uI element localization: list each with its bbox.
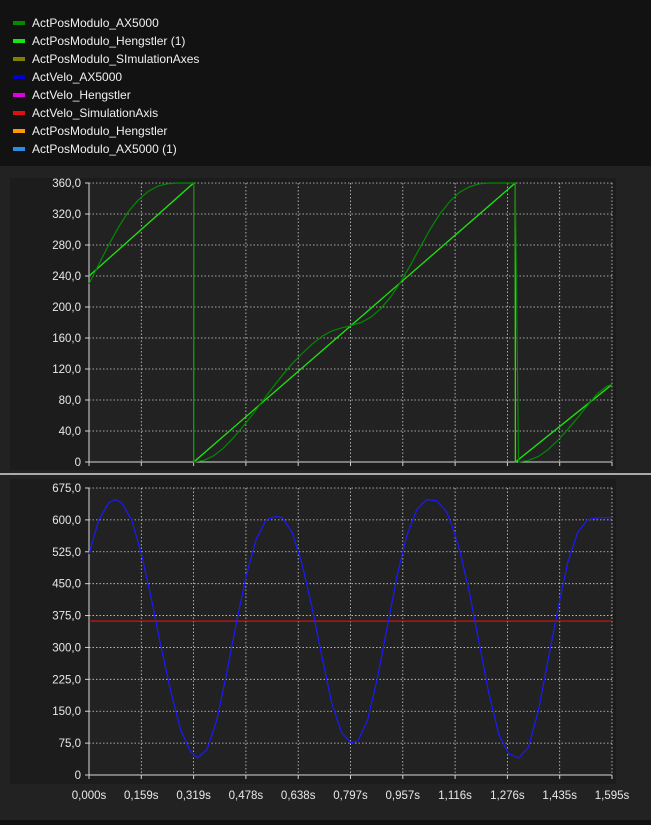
x-tick-label: 0,638s (281, 790, 316, 802)
legend-label: ActVelo_Hengstler (32, 88, 131, 102)
x-tick-label: 0,478s (229, 790, 264, 802)
y-tick-label: 80,0 (59, 395, 81, 407)
legend-label: ActPosModulo_AX5000 (32, 16, 159, 30)
legend: ActPosModulo_AX5000 ActPosModulo_Hengstle… (0, 0, 651, 166)
legend-swatch (13, 111, 25, 115)
y-tick-label: 150,0 (52, 706, 81, 718)
y-tick-label: 120,0 (52, 364, 81, 376)
y-tick-label: 75,0 (59, 738, 81, 750)
y-tick-label: 240,0 (52, 271, 81, 283)
legend-swatch (13, 21, 25, 25)
x-tick-label: 0,159s (124, 790, 159, 802)
upper-plot: 0 40,0 80,0 120,0 160,0 200,0 240,0 280,0 320,0 3… (52, 178, 613, 469)
series-line-ActPosModulo_AX5000 (88, 182, 613, 463)
legend-item[interactable]: ActPosModulo_SImulationAxes (13, 50, 199, 68)
y-tick-label: 525,0 (52, 547, 81, 559)
legend-swatch (13, 93, 25, 97)
legend-swatch (13, 57, 25, 61)
legend-label: ActPosModulo_Hengstler (1) (32, 34, 186, 48)
y-tick-label: 0 (75, 770, 81, 782)
lower-plot: 0 75,0 150,0 225,0 300,0 375,0 450,0 525,0 600,0… (52, 483, 629, 802)
x-tick-label: 0,797s (333, 790, 368, 802)
y-tick-label: 360,0 (52, 178, 81, 190)
series-line-ActPosModulo_Hengstler (1) (88, 182, 613, 463)
series-line-ActVelo_AX5000 (88, 498, 612, 759)
legend-item[interactable]: ActPosModulo_Hengstler (13, 122, 167, 140)
x-tick-label: 0,000s (72, 790, 107, 802)
y-tick-label: 375,0 (52, 611, 81, 623)
y-tick-label: 280,0 (52, 240, 81, 252)
legend-label: ActPosModulo_AX5000 (1) (32, 142, 177, 156)
x-tick-label: 0,319s (176, 790, 211, 802)
y-tick-label: 160,0 (52, 333, 81, 345)
legend-item[interactable]: ActPosModulo_AX5000 (13, 14, 159, 32)
legend-item[interactable]: ActVelo_AX5000 (13, 68, 122, 86)
legend-label: ActVelo_SimulationAxis (32, 106, 159, 120)
x-tick-label: 1,276s (490, 790, 525, 802)
legend-label: ActPosModulo_SImulationAxes (32, 52, 200, 66)
x-tick-label: 0,957s (386, 790, 421, 802)
legend-item[interactable]: ActPosModulo_Hengstler (1) (13, 32, 185, 50)
y-tick-label: 450,0 (52, 579, 81, 591)
legend-swatch (13, 75, 25, 79)
legend-label: ActPosModulo_Hengstler (32, 124, 168, 138)
y-tick-label: 320,0 (52, 209, 81, 221)
legend-swatch (13, 147, 25, 151)
chart-canvas: 0 40,0 80,0 120,0 160,0 200,0 240,0 280,0 320,0 3… (0, 178, 651, 802)
y-tick-label: 675,0 (52, 483, 81, 495)
chart-area: 0 40,0 80,0 120,0 160,0 200,0 240,0 280,0 320,0 3… (0, 166, 651, 820)
legend-swatch (13, 39, 25, 43)
x-tick-label: 1,595s (595, 790, 630, 802)
y-tick-label: 200,0 (52, 302, 81, 314)
legend-item[interactable]: ActPosModulo_AX5000 (1) (13, 140, 177, 158)
legend-swatch (13, 129, 25, 133)
y-tick-label: 40,0 (59, 426, 81, 438)
legend-item[interactable]: ActVelo_SimulationAxis (13, 104, 158, 122)
x-tick-label: 1,116s (438, 790, 472, 802)
legend-label: ActVelo_AX5000 (32, 70, 123, 84)
y-tick-label: 600,0 (52, 515, 81, 527)
y-tick-label: 0 (75, 457, 81, 469)
plot-area (89, 183, 612, 462)
legend-item[interactable]: ActVelo_Hengstler (13, 86, 131, 104)
y-tick-label: 225,0 (52, 674, 81, 686)
y-tick-label: 300,0 (52, 642, 81, 654)
x-tick-label: 1,435s (542, 790, 577, 802)
